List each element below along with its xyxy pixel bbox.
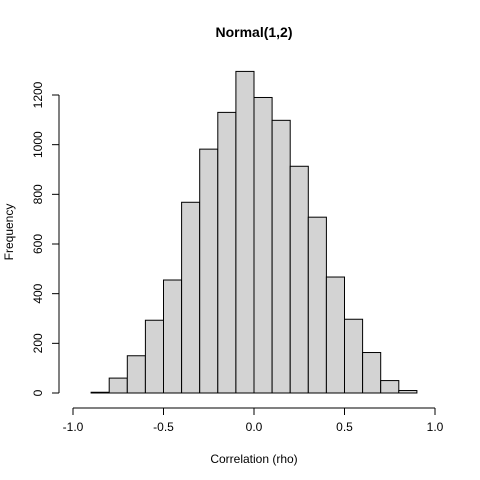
histogram-bar	[235, 70, 255, 394]
histogram-bar	[344, 318, 364, 394]
y-axis: 0 200 400 600 800 1000 1200	[31, 81, 60, 396]
y-tick-label: 600	[31, 234, 45, 254]
x-tick-label: 1.0	[427, 420, 444, 434]
y-tick-label: 1000	[31, 131, 45, 158]
histogram-bar	[253, 96, 273, 394]
y-axis-label: Frequency	[2, 204, 16, 261]
histogram-bar	[380, 380, 400, 394]
histogram-bar	[398, 390, 418, 394]
histogram-bar	[307, 216, 327, 394]
histogram-bar	[90, 391, 110, 394]
y-tick-label: 0	[31, 389, 45, 396]
histogram-bar	[126, 355, 146, 394]
histogram-bar	[108, 377, 128, 394]
y-tick-label: 400	[31, 283, 45, 303]
histogram-bar	[289, 165, 309, 394]
histogram-bar	[181, 201, 201, 394]
histogram-bar	[362, 352, 382, 394]
x-axis-label: Correlation (rho)	[210, 452, 297, 466]
y-tick-label: 800	[31, 184, 45, 204]
x-tick-label: 0.0	[246, 420, 263, 434]
bars-group	[90, 70, 418, 394]
x-tick-label: 0.5	[336, 420, 353, 434]
histogram-bar	[271, 119, 291, 394]
x-axis: -1.0 -0.5 0.0 0.5 1.0	[63, 407, 444, 434]
histogram-bar	[217, 111, 237, 394]
y-tick-label: 1200	[31, 81, 45, 108]
histogram-bar	[163, 279, 183, 394]
x-tick-label: -0.5	[153, 420, 174, 434]
histogram-bar	[144, 319, 164, 394]
histogram-bar	[325, 276, 345, 394]
histogram-bar	[199, 148, 219, 394]
x-tick-label: -1.0	[63, 420, 84, 434]
y-tick-label: 200	[31, 333, 45, 353]
chart-title: Normal(1,2)	[215, 24, 292, 40]
